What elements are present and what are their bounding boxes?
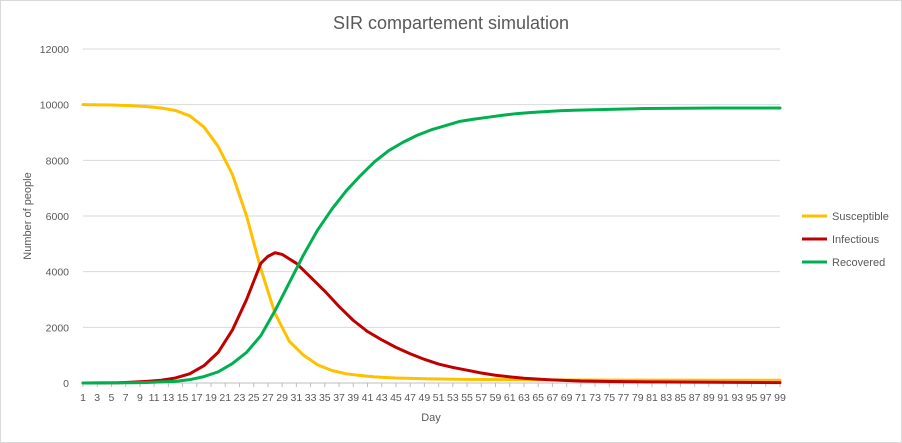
- y-tick-label: 12000: [40, 44, 69, 56]
- x-tick-label: 73: [589, 392, 601, 404]
- x-tick-label: 37: [333, 392, 345, 404]
- legend-label-susceptible: Susceptible: [832, 211, 889, 223]
- x-tick-label: 75: [603, 392, 615, 404]
- x-tick-label: 49: [419, 392, 431, 404]
- x-tick-label: 9: [137, 392, 143, 404]
- x-tick-label: 97: [760, 392, 772, 404]
- x-tick-label: 7: [123, 392, 129, 404]
- x-tick-label: 81: [646, 392, 658, 404]
- y-tick-label: 2000: [46, 322, 70, 334]
- x-tick-label: 21: [219, 392, 231, 404]
- x-tick-label: 89: [703, 392, 715, 404]
- x-tick-label: 23: [234, 392, 246, 404]
- x-tick-label: 29: [276, 392, 288, 404]
- series-lines: [81, 103, 782, 385]
- x-tick-label: 11: [149, 392, 160, 404]
- x-tick-label: 67: [547, 392, 559, 404]
- x-tick-label: 55: [461, 392, 473, 404]
- y-tick-label: 8000: [46, 155, 70, 167]
- x-tick-label: 1: [80, 392, 86, 404]
- x-tick-label: 79: [632, 392, 644, 404]
- x-tick-label: 45: [390, 392, 402, 404]
- x-tick-label: 5: [109, 392, 115, 404]
- x-tick-label: 63: [518, 392, 530, 404]
- x-tick-label: 53: [447, 392, 459, 404]
- x-tick-label: 43: [376, 392, 388, 404]
- x-tick-label: 13: [163, 392, 175, 404]
- x-tick-label: 27: [262, 392, 274, 404]
- x-tick-label: 69: [561, 392, 573, 404]
- x-tick-label: 59: [490, 392, 502, 404]
- chart-title: SIR compartement simulation: [333, 13, 569, 33]
- legend-label-recovered: Recovered: [832, 257, 885, 269]
- x-tick-label: 25: [248, 392, 260, 404]
- x-tick-label: 99: [774, 392, 786, 404]
- x-tick-label: 17: [191, 392, 203, 404]
- y-tick-label: 0: [63, 378, 69, 390]
- x-tick-label: 83: [660, 392, 672, 404]
- x-tick-label: 71: [575, 392, 587, 404]
- x-tick-label: 31: [291, 392, 303, 404]
- x-tick-label: 57: [475, 392, 487, 404]
- series-line-susceptible: [81, 103, 782, 382]
- legend-label-infectious: Infectious: [832, 234, 880, 246]
- x-tick-label: 93: [731, 392, 743, 404]
- x-tick-label: 65: [532, 392, 544, 404]
- gridlines: [83, 48, 780, 328]
- x-tick-label: 15: [177, 392, 189, 404]
- y-tick-label: 6000: [46, 211, 70, 223]
- x-tick-label: 35: [319, 392, 331, 404]
- x-axis-label: Day: [421, 412, 441, 424]
- x-tick-label: 95: [746, 392, 758, 404]
- series-line-recovered: [81, 106, 782, 385]
- x-tick-label: 3: [94, 392, 100, 404]
- x-tick-label: 77: [618, 392, 630, 404]
- x-tick-label: 85: [675, 392, 687, 404]
- y-axis-label: Number of people: [22, 172, 34, 259]
- x-tick-label: 47: [404, 392, 416, 404]
- x-tick-label: 41: [362, 392, 374, 404]
- x-tick-label: 33: [305, 392, 317, 404]
- x-tick-label: 51: [433, 392, 445, 404]
- legend: Susceptible Infectious Recovered: [802, 211, 889, 269]
- y-tick-label: 4000: [46, 267, 70, 279]
- x-tick-label: 39: [347, 392, 359, 404]
- x-tick-label: 87: [689, 392, 701, 404]
- y-tick-label: 10000: [40, 100, 69, 112]
- x-tick-label: 91: [717, 392, 729, 404]
- x-tick-label: 19: [205, 392, 217, 404]
- x-tick-label: 61: [504, 392, 516, 404]
- series-line-infectious: [81, 251, 782, 385]
